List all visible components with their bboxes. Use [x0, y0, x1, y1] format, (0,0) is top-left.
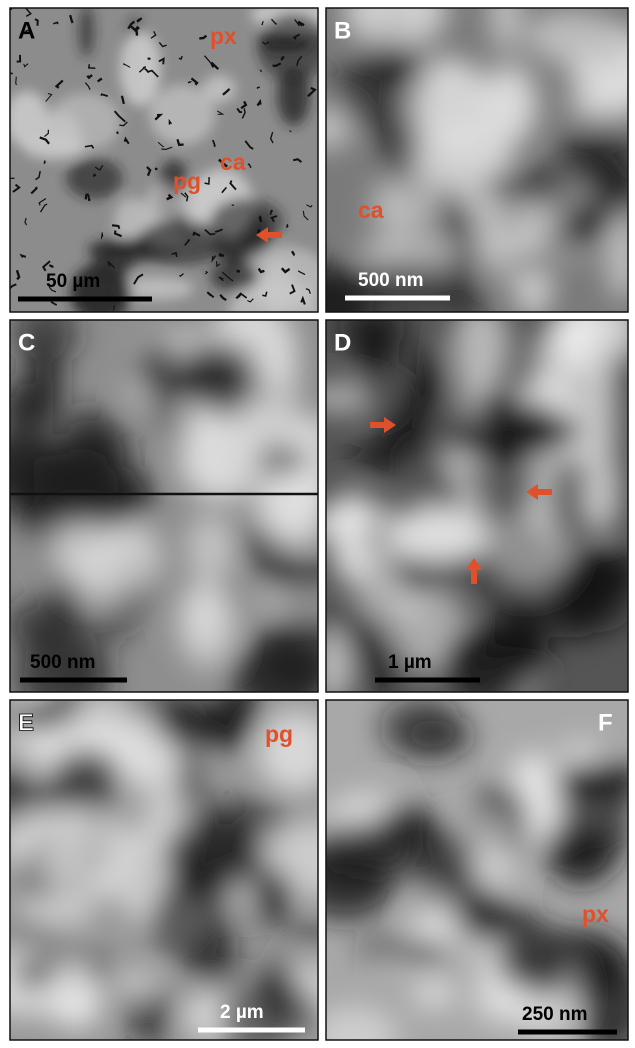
scale-label: 2 µm: [220, 1002, 264, 1023]
panel-letter: C: [18, 329, 35, 356]
scale-label: 1 µm: [388, 652, 432, 673]
texture: [237, 271, 240, 272]
texture: [113, 974, 162, 993]
texture: [519, 207, 535, 250]
texture: [380, 697, 463, 759]
texture: [452, 299, 510, 392]
texture: [316, 623, 349, 706]
texture: [49, 748, 122, 809]
texture: [38, 811, 140, 905]
texture: [485, 507, 569, 588]
texture: [180, 581, 228, 645]
texture: [155, 708, 240, 748]
texture: [438, 633, 535, 708]
texture: [232, 205, 234, 206]
texture: [541, 230, 594, 248]
texture: [45, 959, 99, 1028]
texture: [175, 343, 257, 410]
panel-letter: E: [18, 709, 34, 736]
texture: [87, 616, 135, 639]
panel-letter: A: [18, 17, 35, 44]
texture: [251, 867, 294, 925]
scale-label: 500 nm: [30, 652, 95, 673]
mineral-label: px: [582, 901, 609, 927]
texture: [66, 158, 123, 199]
texture: [575, 149, 596, 168]
texture: [22, 256, 26, 258]
texture: [187, 514, 234, 582]
texture: [138, 338, 177, 407]
texture: [332, 490, 371, 585]
texture: [294, 697, 635, 1048]
panel-letter: B: [334, 17, 351, 44]
texture: [357, 938, 454, 961]
texture: [258, 229, 259, 233]
texture: [283, 0, 635, 349]
texture: [0, 672, 362, 1048]
texture: [5, 599, 82, 651]
figure: A B C D E F px ca pg ca pg px 50 µm 500 …: [0, 0, 635, 1048]
texture: [555, 578, 635, 633]
scale-label: 500 nm: [358, 270, 423, 291]
texture: [263, 260, 295, 315]
texture: [161, 819, 265, 891]
texture: [485, 806, 508, 866]
texture: [411, 979, 457, 1007]
texture: [219, 254, 224, 256]
texture: [33, 447, 118, 528]
mineral-label: pg: [173, 168, 201, 194]
mineral-label: ca: [358, 197, 384, 223]
panel-letter: F: [598, 709, 613, 736]
texture: [120, 31, 161, 106]
texture: [179, 415, 261, 500]
scale-label: 250 nm: [522, 1004, 587, 1025]
mineral-label: px: [210, 23, 237, 49]
texture: [23, 135, 86, 159]
texture: [456, 906, 537, 931]
texture: [546, 817, 617, 884]
texture: [411, 62, 496, 154]
texture: [274, 320, 297, 414]
texture: [416, 345, 445, 410]
texture: [114, 306, 115, 311]
texture: [593, 383, 617, 470]
texture: [260, 70, 261, 71]
mineral-label: pg: [265, 721, 293, 747]
texture: [386, 507, 490, 564]
panel-letter: D: [334, 329, 351, 356]
texture: [365, 826, 450, 845]
mineral-label: ca: [220, 149, 246, 175]
texture: [478, 172, 567, 204]
texture: [470, 426, 516, 465]
texture: [93, 174, 95, 176]
texture: [117, 132, 118, 134]
texture: [78, 5, 94, 58]
scale-label: 50 µm: [46, 271, 100, 292]
texture: [560, 743, 603, 764]
texture: [568, 94, 621, 119]
texture: [359, 238, 460, 262]
texture: [125, 983, 176, 1048]
texture: [25, 344, 62, 432]
texture: [526, 11, 622, 64]
texture: [459, 371, 482, 426]
